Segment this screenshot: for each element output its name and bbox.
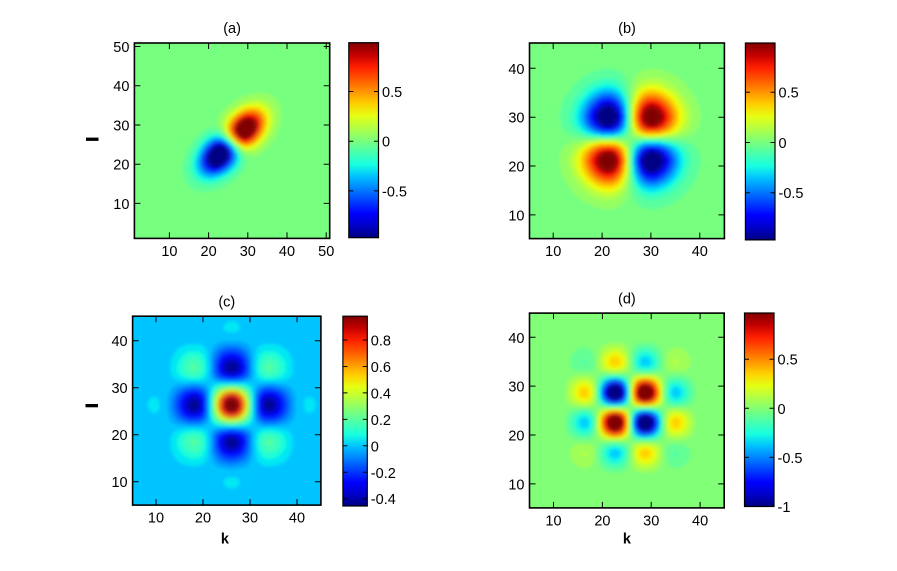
svg-text:20: 20 xyxy=(201,244,217,260)
svg-text:30: 30 xyxy=(508,380,524,396)
svg-text:10: 10 xyxy=(111,475,127,491)
svg-text:0.2: 0.2 xyxy=(371,413,391,429)
svg-text:30: 30 xyxy=(113,119,129,135)
svg-text:20: 20 xyxy=(111,428,127,444)
svg-text:10: 10 xyxy=(113,197,129,213)
svg-text:30: 30 xyxy=(643,244,659,260)
svg-text:30: 30 xyxy=(240,244,256,260)
svg-text:30: 30 xyxy=(242,511,258,527)
svg-text:40: 40 xyxy=(508,62,524,78)
svg-text:10: 10 xyxy=(161,244,177,260)
svg-text:(a): (a) xyxy=(223,21,241,37)
svg-text:40: 40 xyxy=(111,334,127,350)
svg-text:0: 0 xyxy=(371,439,379,455)
svg-text:k: k xyxy=(623,532,632,548)
svg-text:10: 10 xyxy=(545,513,561,529)
svg-text:20: 20 xyxy=(594,513,610,529)
svg-text:10: 10 xyxy=(148,511,164,527)
svg-text:30: 30 xyxy=(643,513,659,529)
svg-text:50: 50 xyxy=(113,40,129,56)
svg-text:50: 50 xyxy=(318,244,334,260)
svg-text:40: 40 xyxy=(508,331,524,347)
svg-text:0.4: 0.4 xyxy=(371,386,391,402)
svg-text:-0.5: -0.5 xyxy=(382,184,407,200)
svg-text:0.5: 0.5 xyxy=(778,353,798,369)
svg-text:0: 0 xyxy=(779,136,787,152)
svg-text:40: 40 xyxy=(692,244,708,260)
svg-text:(c): (c) xyxy=(218,294,235,310)
svg-text:40: 40 xyxy=(279,244,295,260)
svg-text:k: k xyxy=(221,532,230,548)
svg-text:40: 40 xyxy=(113,79,129,95)
svg-text:40: 40 xyxy=(692,513,708,529)
svg-text:20: 20 xyxy=(594,244,610,260)
svg-text:0.8: 0.8 xyxy=(371,334,391,350)
svg-text:0.5: 0.5 xyxy=(779,86,799,102)
svg-text:20: 20 xyxy=(195,511,211,527)
svg-text:-0.5: -0.5 xyxy=(779,186,804,202)
svg-text:0: 0 xyxy=(382,135,390,151)
svg-text:-0.4: -0.4 xyxy=(371,492,396,508)
svg-text:-1: -1 xyxy=(778,500,791,516)
svg-text:(b): (b) xyxy=(618,21,636,37)
svg-text:30: 30 xyxy=(111,381,127,397)
svg-text:20: 20 xyxy=(113,158,129,174)
svg-text:0.5: 0.5 xyxy=(382,85,402,101)
svg-text:10: 10 xyxy=(545,244,561,260)
svg-text:10: 10 xyxy=(508,477,524,493)
svg-text:-0.2: -0.2 xyxy=(371,466,396,482)
svg-text:-0.5: -0.5 xyxy=(778,451,803,467)
svg-text:30: 30 xyxy=(508,111,524,127)
svg-text:20: 20 xyxy=(508,160,524,176)
svg-text:0.6: 0.6 xyxy=(371,360,391,376)
svg-text:0: 0 xyxy=(778,402,786,418)
svg-text:40: 40 xyxy=(289,511,305,527)
svg-text:20: 20 xyxy=(508,429,524,445)
svg-text:10: 10 xyxy=(508,208,524,224)
svg-text:(d): (d) xyxy=(618,291,636,307)
